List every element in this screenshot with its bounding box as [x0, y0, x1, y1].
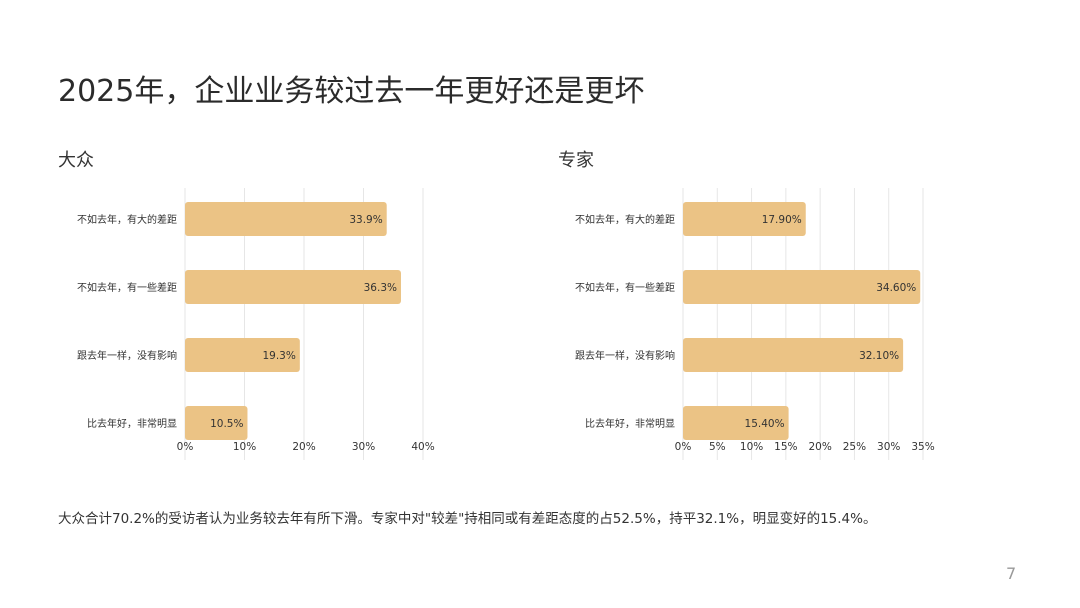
- x-tick-label: 15%: [774, 441, 797, 453]
- x-tick-label: 20%: [292, 441, 315, 453]
- bar: [185, 270, 401, 304]
- category-label: 比去年好，非常明显: [585, 417, 675, 430]
- x-tick-label: 40%: [411, 441, 434, 453]
- x-tick-label: 35%: [911, 441, 934, 453]
- x-tick-label: 10%: [233, 441, 256, 453]
- category-label: 跟去年一样，没有影响: [77, 349, 177, 362]
- x-tick-label: 0%: [675, 441, 692, 453]
- x-tick-label: 30%: [877, 441, 900, 453]
- chart-title-experts: 专家: [558, 150, 594, 171]
- value-label: 15.40%: [745, 418, 785, 430]
- bar: [683, 270, 921, 304]
- value-label: 33.9%: [349, 214, 382, 226]
- x-tick-label: 5%: [709, 441, 726, 453]
- value-label: 10.5%: [210, 418, 243, 430]
- value-label: 17.90%: [762, 214, 802, 226]
- category-label: 比去年好，非常明显: [87, 417, 177, 430]
- category-label: 不如去年，有一些差距: [575, 281, 675, 294]
- category-label: 不如去年，有大的差距: [575, 213, 675, 226]
- chart-title-public: 大众: [58, 150, 94, 171]
- page-title: 2025年，企业业务较过去一年更好还是更坏: [58, 74, 645, 109]
- bar: [185, 338, 300, 372]
- page-number: 7: [1006, 564, 1017, 583]
- value-label: 36.3%: [364, 282, 397, 294]
- x-tick-label: 20%: [808, 441, 831, 453]
- bar: [185, 202, 387, 236]
- bar: [185, 406, 248, 440]
- category-label: 不如去年，有大的差距: [77, 213, 177, 226]
- value-label: 19.3%: [262, 350, 295, 362]
- summary-text: 大众合计70.2%的受访者认为业务较去年有所下滑。专家中对"较差"持相同或有差距…: [58, 511, 877, 527]
- x-tick-label: 10%: [740, 441, 763, 453]
- bar: [683, 406, 789, 440]
- value-label: 34.60%: [876, 282, 916, 294]
- x-tick-label: 25%: [843, 441, 866, 453]
- value-label: 32.10%: [859, 350, 899, 362]
- bar: [683, 338, 904, 372]
- category-label: 不如去年，有一些差距: [77, 281, 177, 294]
- bar: [683, 202, 806, 236]
- category-label: 跟去年一样，没有影响: [575, 349, 675, 362]
- x-tick-label: 0%: [177, 441, 194, 453]
- x-tick-label: 30%: [352, 441, 375, 453]
